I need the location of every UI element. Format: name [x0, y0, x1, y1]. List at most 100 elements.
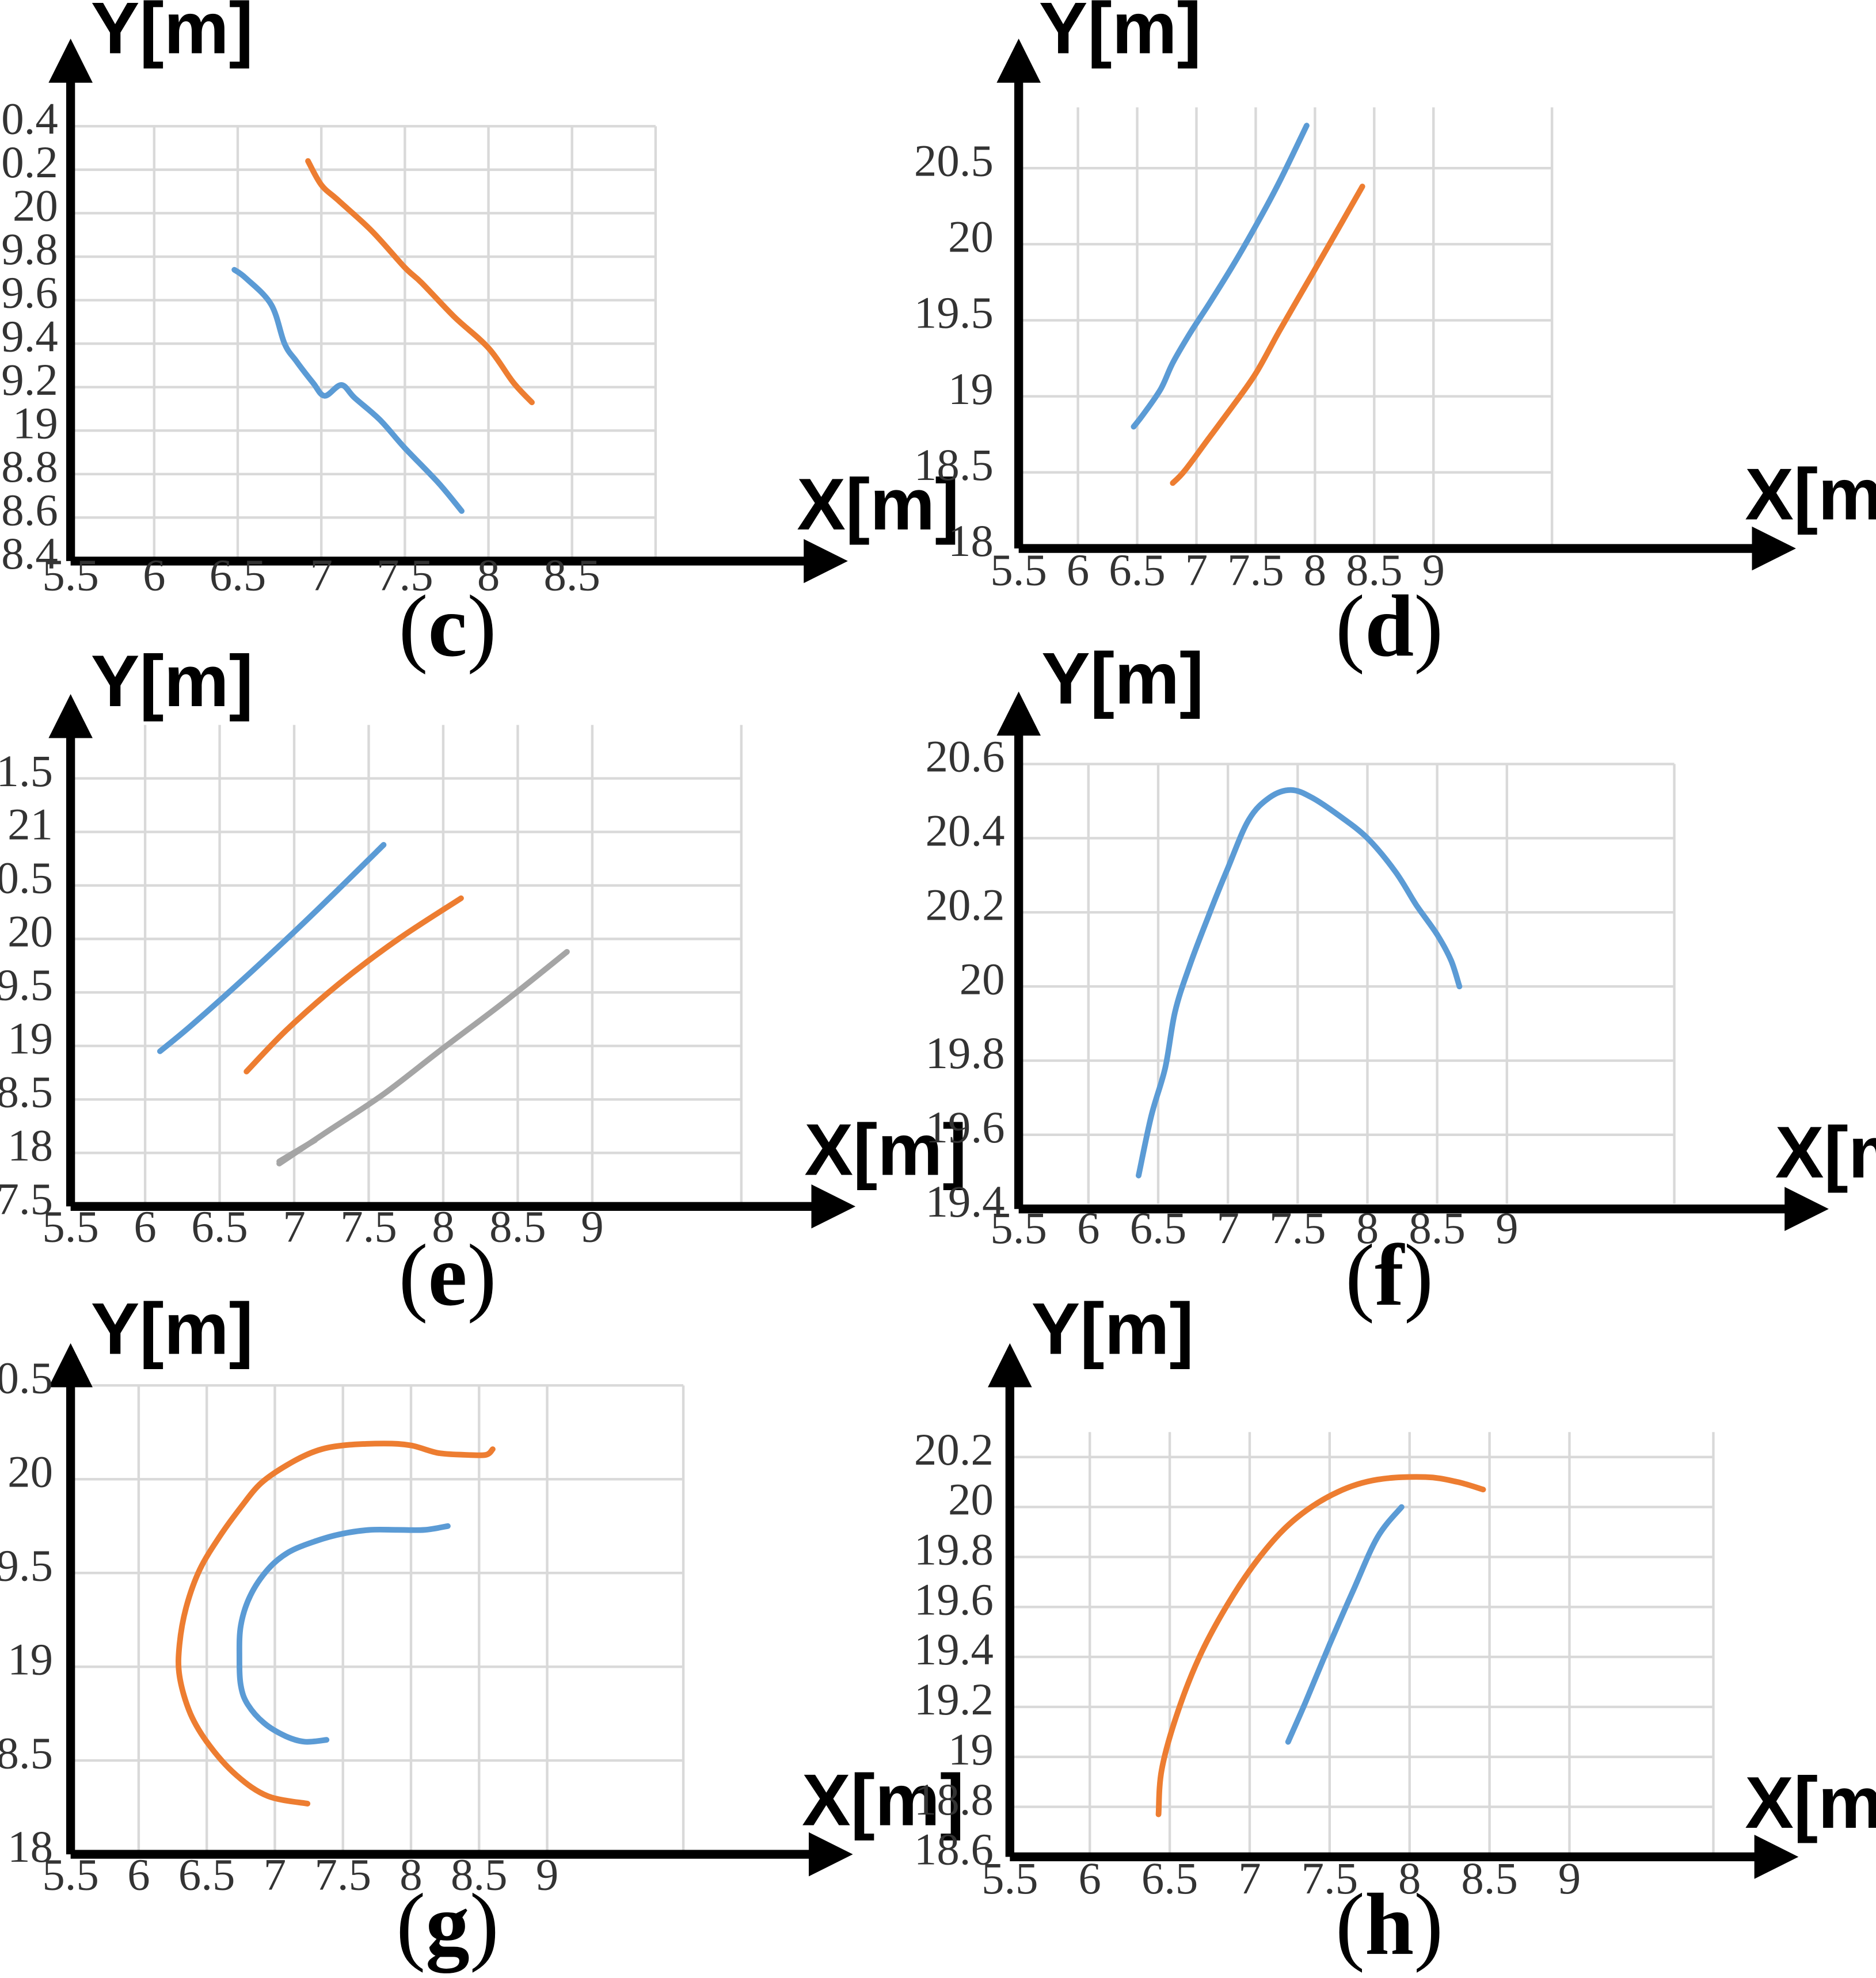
x-tick-label: 7 — [264, 1850, 286, 1900]
panel-d-letter: d — [1365, 577, 1414, 675]
y-tick-label: 20 — [948, 1475, 994, 1525]
y-tick-label: 18.5 — [0, 1728, 53, 1778]
x-tick-label: 7.5 — [1302, 1854, 1359, 1904]
series-line-gray-short — [276, 1137, 318, 1165]
y-tick-label: 21 — [7, 800, 53, 850]
y-tick-label: 19.6 — [914, 1575, 994, 1625]
panel-e-series-layer — [157, 842, 570, 1167]
panel-g-series-layer — [176, 1440, 496, 1807]
x-tick-label: 8 — [1398, 1854, 1421, 1904]
y-tick-label: 20.2 — [926, 880, 1005, 930]
y-tick-label: 20.5 — [914, 136, 994, 186]
y-tick-label: 19.5 — [0, 961, 53, 1011]
x-tick-label: 7.5 — [376, 550, 433, 600]
panel-e-y-title: Y[m] — [91, 640, 253, 722]
y-tick-label: 19 — [13, 398, 58, 448]
y-tick-label: 18.5 — [914, 440, 994, 490]
panel-h-y-title: Y[m] — [1032, 1288, 1194, 1370]
panel-d-series-layer — [1131, 123, 1365, 486]
panel-c-x-ticks: 5.5 6 6.5 7 7.5 8 8.5 — [42, 550, 600, 600]
y-tick-label: 20.2 — [914, 1425, 994, 1475]
y-tick-label: 19.8 — [0, 224, 58, 275]
x-tick-label: 6 — [1067, 546, 1089, 596]
x-tick-label: 8.5 — [1461, 1854, 1518, 1904]
x-tick-label: 6 — [1077, 1203, 1099, 1253]
y-tick-label: 19 — [948, 364, 994, 414]
panel-g-y-ticks: 18 18.5 19 19.5 20 20.5 — [0, 1353, 53, 1872]
x-tick-label: 6 — [127, 1850, 150, 1900]
y-tick-label: 20 — [948, 212, 994, 262]
panel-f-y-title: Y[m] — [1041, 637, 1204, 719]
panel-h: 5.5 6 6.5 7 7.5 8 8.5 9 18.618.81919.219.419.61… — [914, 1288, 1876, 1974]
series-line-orange — [176, 1440, 496, 1807]
x-tick-label: 7.5 — [1269, 1203, 1326, 1253]
series-line-orange — [305, 158, 535, 406]
y-tick-label: 19 — [7, 1014, 53, 1064]
x-tick-label: 6.5 — [191, 1202, 248, 1252]
x-tick-label: 8.5 — [451, 1850, 508, 1900]
panel-h-x-ticks: 5.5 6 6.5 7 7.5 8 8.5 9 — [981, 1854, 1581, 1904]
x-tick-label: 6 — [143, 550, 165, 600]
panel-c-x-title: X[m] — [797, 463, 959, 545]
y-tick-label: 19.8 — [926, 1028, 1005, 1078]
x-tick-label: 9 — [1558, 1854, 1581, 1904]
y-tick-label: 20 — [7, 1447, 53, 1497]
panel-h-letter: h — [1365, 1876, 1414, 1973]
x-tick-label: 9 — [1496, 1203, 1518, 1253]
panel-f-series-layer — [1136, 787, 1463, 1179]
panel-g-letter: g — [425, 1876, 470, 1973]
series-line-orange — [1155, 1474, 1486, 1817]
y-tick-label: 20 — [960, 954, 1005, 1004]
x-tick-label: 8 — [1356, 1203, 1379, 1253]
panel-d-y-title: Y[m] — [1039, 0, 1201, 68]
y-tick-label: 18 — [7, 1121, 53, 1171]
x-tick-label: 8 — [477, 550, 500, 600]
y-tick-label: 20.5 — [0, 1353, 53, 1403]
x-tick-label: 6.5 — [1109, 546, 1166, 596]
panel-f-letter: f — [1375, 1226, 1405, 1324]
y-tick-label: 18.4 — [0, 529, 58, 579]
x-tick-label: 8.5 — [489, 1202, 546, 1252]
x-tick-label: 7.5 — [1227, 546, 1284, 596]
y-tick-label: 18 — [7, 1822, 53, 1872]
x-tick-label: 9 — [1422, 546, 1445, 596]
panel-g-grid — [70, 1384, 685, 1852]
series-line-blue — [1285, 1504, 1405, 1745]
x-tick-label: 6.5 — [1130, 1203, 1187, 1253]
x-tick-label: 5.5 — [42, 1202, 99, 1252]
x-tick-label: 5.5 — [990, 546, 1047, 596]
y-tick-label: 18.8 — [914, 1775, 994, 1825]
panel-g-label: (g) — [396, 1876, 499, 1973]
x-tick-label: 7 — [283, 1202, 305, 1252]
y-tick-label: 19.6 — [926, 1103, 1005, 1153]
x-tick-label: 8 — [399, 1850, 422, 1900]
y-tick-label: 20 — [7, 907, 53, 957]
panel-f-x-title: X[m] — [1775, 1111, 1876, 1193]
x-tick-label: 7 — [1238, 1854, 1261, 1904]
panel-g-x-title: X[m] — [802, 1759, 964, 1841]
panel-h-label: (h) — [1335, 1876, 1443, 1973]
panel-c-series-layer — [231, 158, 535, 514]
y-tick-label: 19.4 — [926, 1177, 1005, 1227]
y-tick-label: 19 — [7, 1634, 53, 1684]
x-tick-label: 8 — [1304, 546, 1326, 596]
x-tick-label: 6 — [134, 1202, 156, 1252]
panel-e: 5.566.577.588.59 17.51818.51919.52020.52… — [0, 640, 967, 1324]
x-tick-label: 8.5 — [1346, 546, 1403, 596]
series-line-blue — [236, 1523, 451, 1745]
y-tick-label: 19.5 — [914, 288, 994, 338]
x-tick-label: 8 — [432, 1202, 454, 1252]
y-tick-label: 19.8 — [914, 1525, 994, 1575]
y-tick-label: 19 — [948, 1725, 994, 1775]
x-tick-label: 6.5 — [178, 1850, 235, 1900]
y-tick-label: 20 — [13, 181, 58, 231]
y-tick-label: 18.6 — [914, 1825, 994, 1875]
y-tick-label: 21.5 — [0, 746, 53, 796]
panel-f: 5.5 6 6.5 7 7.5 8 8.5 9 19.4 19.6 19.8 20 20.2 20.4 2… — [926, 637, 1876, 1324]
panel-f-x-ticks: 5.5 6 6.5 7 7.5 8 8.5 9 — [990, 1203, 1518, 1253]
panel-h-series-layer — [1155, 1474, 1486, 1817]
panel-g-y-title: Y[m] — [91, 1288, 253, 1370]
